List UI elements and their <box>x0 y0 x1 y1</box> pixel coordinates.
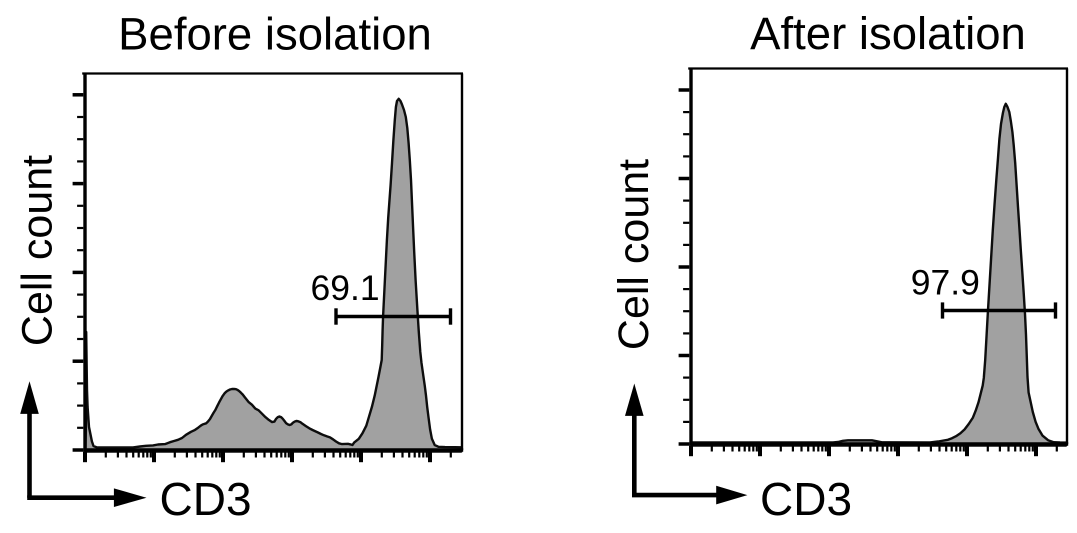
svg-text:97.9: 97.9 <box>911 262 980 302</box>
svg-text:Before isolation: Before isolation <box>118 9 432 60</box>
svg-text:69.1: 69.1 <box>311 268 380 308</box>
svg-text:CD3: CD3 <box>760 473 852 525</box>
svg-text:After isolation: After isolation <box>750 8 1026 59</box>
svg-text:CD3: CD3 <box>160 473 252 525</box>
svg-text:Cell count: Cell count <box>14 155 62 346</box>
svg-text:Cell count: Cell count <box>610 159 658 350</box>
